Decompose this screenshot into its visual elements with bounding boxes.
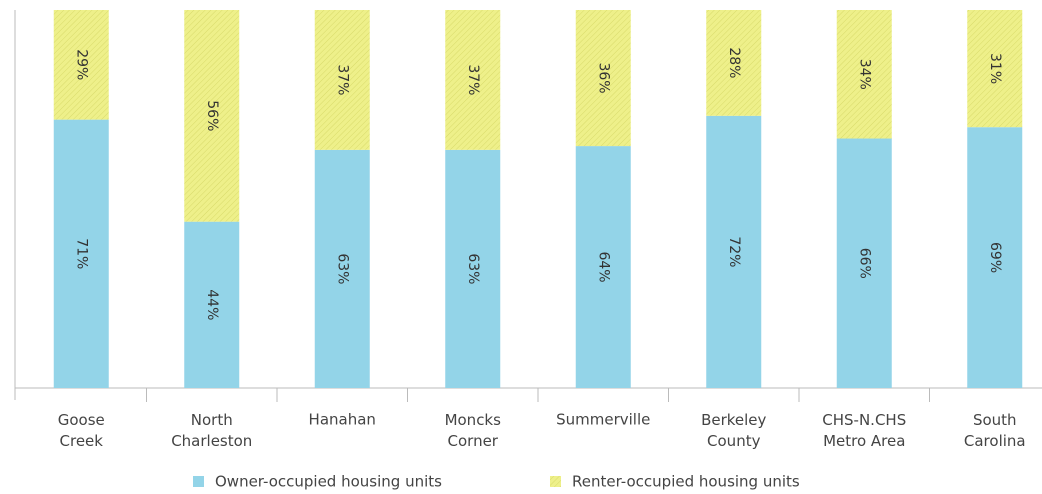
bar-segment <box>836 10 892 139</box>
bar-segment <box>53 119 109 389</box>
x-tick-label: CHS-N.CHS Metro Area <box>822 411 906 450</box>
value-label: 28% <box>726 47 742 78</box>
bar-segment <box>445 10 501 150</box>
bar-segment <box>184 10 240 222</box>
x-tick-label: Goose Creek <box>58 411 105 450</box>
x-tick-label: Moncks Corner <box>445 411 502 450</box>
x-tick-label: North Charleston <box>171 411 252 450</box>
legend-label: Owner-occupied housing units <box>215 473 442 491</box>
bar-segment <box>314 149 370 388</box>
value-label: 63% <box>465 253 481 284</box>
bar-segment <box>706 10 762 116</box>
bar-segment <box>967 127 1023 389</box>
value-label: 71% <box>73 238 89 269</box>
value-label: 56% <box>204 100 220 131</box>
value-label: 72% <box>726 236 742 267</box>
x-tick-label: Hanahan <box>309 411 376 429</box>
legend-swatch <box>550 476 561 487</box>
x-tick-label: South Carolina <box>964 411 1026 450</box>
legend-swatch <box>193 476 204 487</box>
bar-segment <box>575 10 631 147</box>
value-label: 36% <box>595 62 611 93</box>
value-label: 63% <box>334 253 350 284</box>
x-tick-label: Berkeley County <box>701 411 766 450</box>
value-label: 44% <box>204 289 220 320</box>
value-label: 34% <box>856 59 872 90</box>
bar-segment <box>706 115 762 388</box>
bar-segment <box>445 149 501 388</box>
value-label: 29% <box>73 49 89 80</box>
value-label: 37% <box>334 64 350 95</box>
bar-segment <box>836 138 892 388</box>
bar-segment <box>53 10 109 120</box>
value-label: 31% <box>987 53 1003 84</box>
bar-segment <box>314 10 370 150</box>
value-label: 64% <box>595 251 611 282</box>
value-label: 66% <box>856 248 872 279</box>
bar-segment <box>184 221 240 388</box>
bar-segment <box>967 10 1023 128</box>
bar-segment <box>575 146 631 388</box>
value-label: 37% <box>465 64 481 95</box>
x-tick-label: Summerville <box>556 411 650 429</box>
value-label: 69% <box>987 242 1003 273</box>
legend-label: Renter-occupied housing units <box>572 473 800 491</box>
